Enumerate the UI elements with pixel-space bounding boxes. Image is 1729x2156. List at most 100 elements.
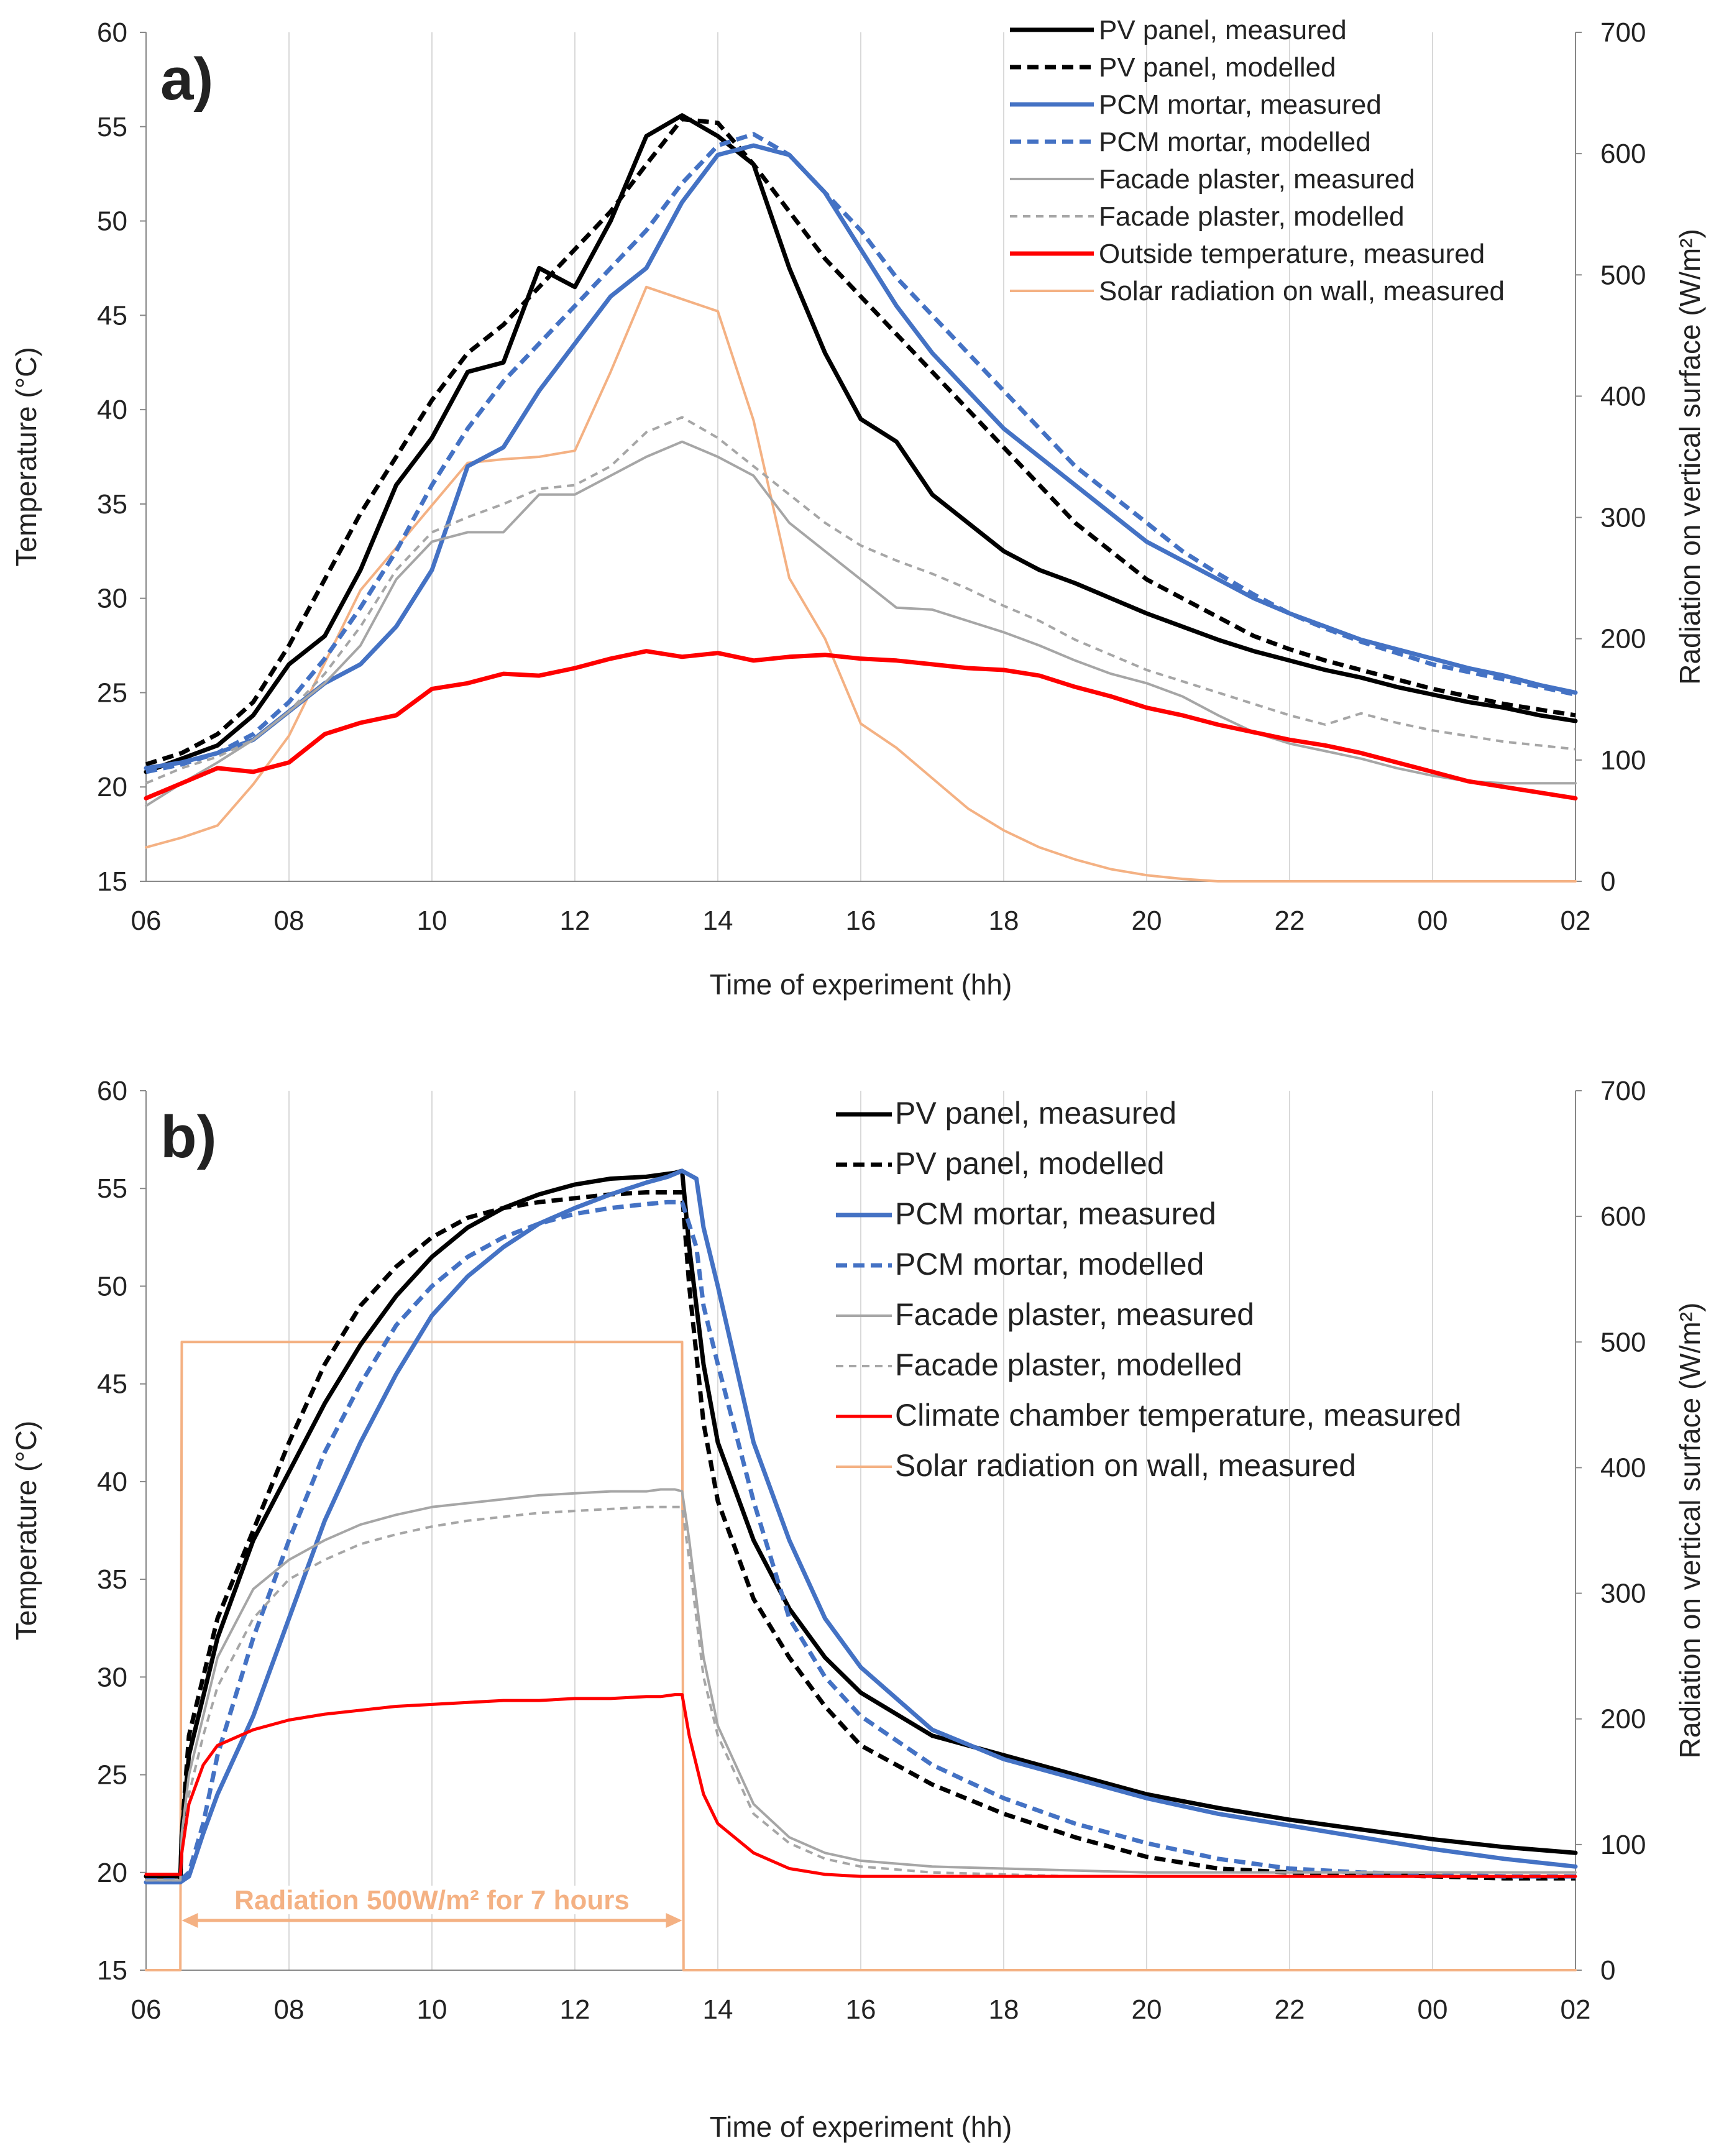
series-line-pv-panel-measured: [144, 1168, 1578, 1879]
y2-tick-label: 100: [1600, 745, 1646, 776]
y-tick-label: 60: [97, 1076, 127, 1106]
y-tick-label: 45: [97, 1369, 127, 1400]
y-tick-label: 40: [97, 395, 127, 425]
y-tick-label: 15: [97, 1955, 127, 1986]
x-tick-label: 00: [1418, 1994, 1448, 2025]
y-tick-label: 55: [97, 112, 127, 142]
y-tick-label: 55: [97, 1173, 127, 1204]
y2-tick-label: 0: [1600, 1955, 1615, 1986]
y-tick-label: 50: [97, 1271, 127, 1301]
x-tick-label: 10: [417, 1994, 447, 2025]
legend-label: Facade plaster, modelled: [895, 1347, 1242, 1382]
x-tick-label: 18: [989, 1994, 1019, 2025]
y-tick-label: 60: [97, 17, 127, 48]
x-tick-label: 10: [417, 906, 447, 936]
y2-tick-label: 300: [1600, 1579, 1646, 1609]
series-line-solar-radiation-on-wall-measured: [145, 285, 1577, 883]
series-line-pv-panel-modelled: [145, 117, 1576, 767]
chart-panel-a: 06 08 10 12 14 16 18 20 22 00 02 15 20 25 30 35 40 45 50 55…: [10, 15, 1706, 1001]
annotation-arrow: Radiation 500W/m² for 7 hours: [181, 1885, 682, 1928]
y-tick-label: 35: [97, 489, 127, 520]
x-tick-label: 08: [274, 906, 305, 936]
y2-tick-label: 200: [1600, 1704, 1646, 1735]
legend-label: Solar radiation on wall, measured: [895, 1448, 1356, 1483]
x-tick-label: 12: [560, 1994, 590, 2025]
legend-label: PV panel, measured: [895, 1096, 1176, 1131]
legend-label: Facade plaster, measured: [1099, 164, 1415, 195]
series-line-pv-panel-measured: [144, 113, 1578, 774]
legend-label: Solar radiation on wall, measured: [1099, 276, 1505, 306]
series-line-facade-plaster-measured: [145, 440, 1577, 807]
annotation-label-bg: [205, 1886, 659, 1914]
y-tick-label: 30: [97, 1662, 127, 1692]
y2-tick-label: 100: [1600, 1830, 1646, 1860]
annotation-arrow-head-right: [666, 1913, 682, 1928]
annotation-label: Radiation 500W/m² for 7 hours: [234, 1885, 630, 1915]
y2-tick-label: 700: [1600, 17, 1646, 48]
series-line-pcm-mortar-modelled: [146, 1200, 1575, 1883]
series-line-pcm-mortar-measured: [144, 1168, 1578, 1884]
y2-tick-label: 700: [1600, 1076, 1646, 1106]
x-tick-label: 06: [131, 906, 162, 936]
chart-panel-b: 06 08 10 12 14 16 18 20 22 00 02 15 20 25 30 35 40 45 50 55…: [10, 1076, 1706, 2143]
y2-tick-label: 200: [1600, 624, 1646, 654]
y2-tick-label: 500: [1600, 1327, 1646, 1357]
y-tick-label: 15: [97, 866, 127, 897]
y2-tick-label: 500: [1600, 260, 1646, 290]
legend: PV panel, measured PV panel, modelled PCM …: [1010, 15, 1505, 306]
y-tick-label: 50: [97, 206, 127, 237]
x-tick-label: 14: [703, 906, 733, 936]
legend-label: PCM mortar, modelled: [895, 1247, 1204, 1282]
y-tick-label: 45: [97, 300, 127, 331]
y2-tick-label: 0: [1600, 866, 1615, 897]
x-tick-label: 14: [703, 1994, 733, 2025]
legend: PV panel, measured PV panel, modelled PCM …: [836, 1096, 1462, 1483]
series-line-outside-temperature-measured: [144, 649, 1578, 800]
y-axis-title: Temperature (°C): [10, 1421, 42, 1640]
legend-label: Climate chamber temperature, measured: [895, 1398, 1462, 1433]
y-tick-label: 40: [97, 1467, 127, 1497]
y2-tick-label: 400: [1600, 1452, 1646, 1483]
x-tick-label: 02: [1561, 906, 1591, 936]
legend-label: PCM mortar, measured: [895, 1196, 1216, 1231]
legend-label: PV panel, modelled: [895, 1146, 1165, 1181]
series-line-facade-plaster-measured: [145, 1488, 1577, 1882]
legend-label: PCM mortar, modelled: [1099, 127, 1371, 157]
x-tick-label: 22: [1275, 1994, 1305, 2025]
panel-label: b): [160, 1104, 217, 1170]
y2-axis-title: Radiation on vertical surface (W/m²): [1674, 229, 1706, 685]
x-tick-label: 18: [989, 906, 1019, 936]
series-line-solar-radiation-on-wall-measured: [145, 1341, 1577, 1971]
series-line-facade-plaster-modelled: [145, 416, 1576, 785]
legend-label: PV panel, measured: [1099, 15, 1347, 45]
legend-label: PCM mortar, measured: [1099, 89, 1382, 120]
x-tick-label: 12: [560, 906, 590, 936]
x-tick-label: 00: [1418, 906, 1448, 936]
panel-label: a): [160, 46, 213, 112]
y-tick-label: 35: [97, 1564, 127, 1595]
legend-label: PV panel, modelled: [1099, 52, 1336, 83]
y2-tick-label: 600: [1600, 1201, 1646, 1232]
annotation-arrow-head-left: [181, 1913, 198, 1928]
series-line-pcm-mortar-modelled: [145, 132, 1576, 774]
y-tick-label: 20: [97, 1858, 127, 1888]
y-tick-label: 20: [97, 772, 127, 802]
x-axis-title: Time of experiment (hh): [710, 968, 1012, 1001]
legend-label: Outside temperature, measured: [1099, 239, 1485, 269]
x-tick-label: 08: [274, 1994, 305, 2025]
series-line-climate-chamber-temperature-measured: [144, 1693, 1577, 1878]
series-line-pv-panel-modelled: [146, 1190, 1575, 1883]
x-tick-label: 06: [131, 1994, 162, 2025]
y-tick-label: 25: [97, 677, 127, 708]
y2-tick-label: 600: [1600, 139, 1646, 169]
legend-label: Facade plaster, measured: [895, 1297, 1254, 1332]
legend-label: Facade plaster, modelled: [1099, 201, 1405, 232]
y-axis-title: Temperature (°C): [10, 347, 42, 566]
x-tick-label: 20: [1132, 1994, 1162, 2025]
y2-tick-label: 300: [1600, 503, 1646, 533]
x-tick-label: 22: [1275, 906, 1305, 936]
y-tick-label: 30: [97, 584, 127, 614]
x-tick-label: 20: [1132, 906, 1162, 936]
x-tick-label: 02: [1561, 1994, 1591, 2025]
